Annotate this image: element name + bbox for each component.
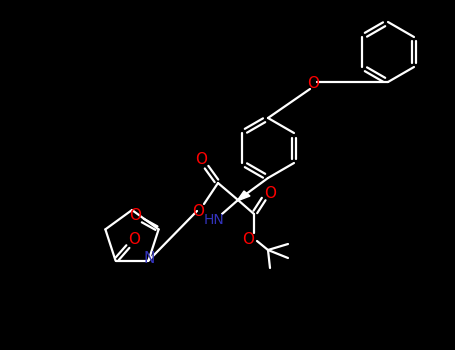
Text: O: O (307, 77, 319, 91)
Text: N: N (144, 251, 155, 266)
Text: O: O (129, 232, 141, 247)
Text: O: O (129, 208, 141, 223)
Text: O: O (264, 186, 276, 201)
Polygon shape (237, 191, 250, 201)
Text: O: O (242, 232, 254, 247)
Text: HN: HN (204, 213, 224, 227)
Text: O: O (195, 152, 207, 167)
Text: O: O (192, 203, 204, 218)
